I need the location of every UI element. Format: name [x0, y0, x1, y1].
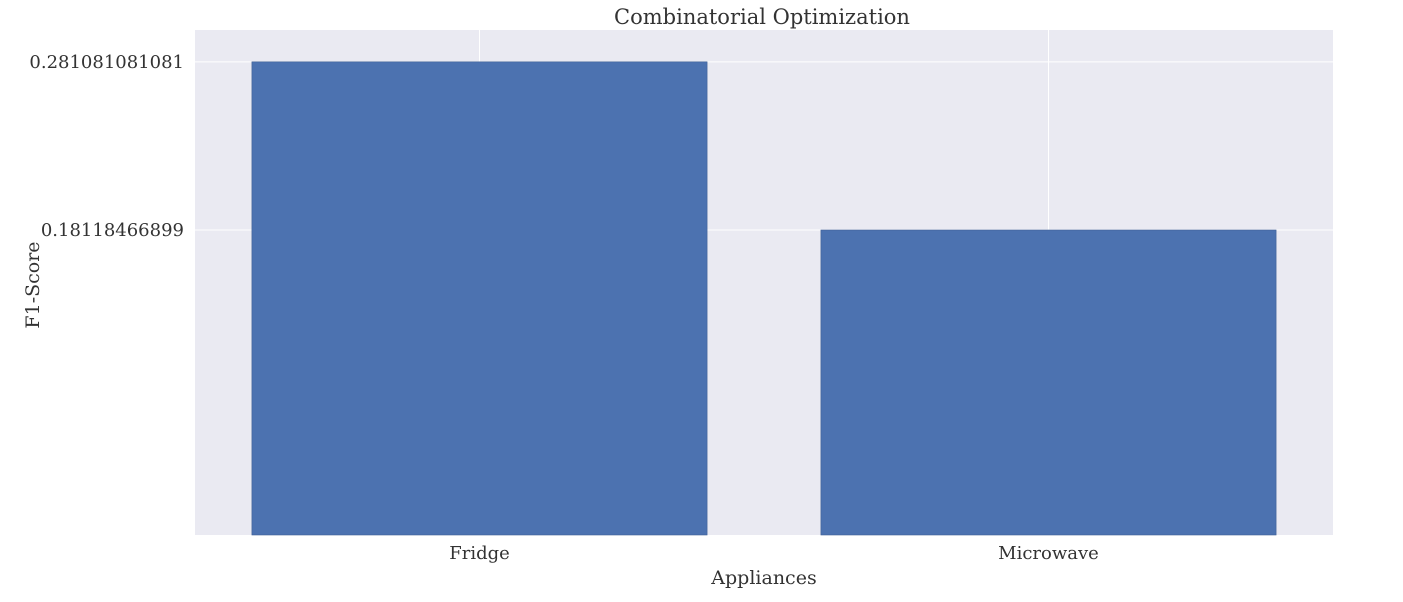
chart-title: Combinatorial Optimization	[614, 5, 910, 29]
y-tick-labels: 0.281081081081 0.18118466899	[29, 52, 184, 241]
x-tick-labels: Fridge Microwave	[449, 543, 1099, 564]
bars	[251, 61, 1277, 536]
y-tick-label: 0.18118466899	[41, 220, 184, 241]
y-axis-label: F1-Score	[22, 241, 44, 328]
x-axis-label: Appliances	[710, 567, 816, 589]
bar-fridge	[251, 61, 708, 536]
bar-microwave	[820, 229, 1277, 536]
x-tick-label: Microwave	[998, 543, 1099, 564]
y-tick-label: 0.281081081081	[29, 52, 184, 73]
x-tick-label: Fridge	[449, 543, 510, 564]
